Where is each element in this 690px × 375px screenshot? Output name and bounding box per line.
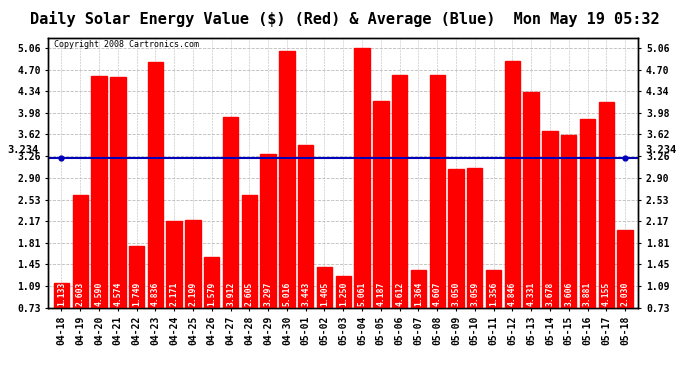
Text: 2.030: 2.030 xyxy=(620,282,629,306)
Bar xyxy=(618,230,633,351)
Text: 2.605: 2.605 xyxy=(245,282,254,306)
Bar xyxy=(467,168,482,351)
Bar xyxy=(542,131,558,351)
Text: 2.171: 2.171 xyxy=(170,282,179,306)
Bar xyxy=(373,100,388,351)
Text: 4.607: 4.607 xyxy=(433,282,442,306)
Text: 3.881: 3.881 xyxy=(583,282,592,306)
Bar xyxy=(429,75,445,351)
Text: 4.155: 4.155 xyxy=(602,282,611,306)
Text: 4.331: 4.331 xyxy=(526,282,535,306)
Text: 2.199: 2.199 xyxy=(188,282,197,306)
Text: 1.405: 1.405 xyxy=(320,282,329,306)
Bar xyxy=(335,276,351,351)
Text: 3.912: 3.912 xyxy=(226,282,235,306)
Text: 1.356: 1.356 xyxy=(489,282,498,306)
Text: 4.612: 4.612 xyxy=(395,282,404,306)
Bar xyxy=(504,61,520,351)
Bar xyxy=(241,195,257,351)
Text: 1.579: 1.579 xyxy=(207,282,216,306)
Text: 4.846: 4.846 xyxy=(508,282,517,306)
Text: 3.297: 3.297 xyxy=(264,282,273,306)
Text: 4.590: 4.590 xyxy=(95,282,103,306)
Text: 5.016: 5.016 xyxy=(282,282,291,306)
Bar xyxy=(524,92,539,351)
Text: 5.061: 5.061 xyxy=(357,282,366,306)
Text: 3.443: 3.443 xyxy=(302,282,310,306)
Bar xyxy=(54,284,69,351)
Bar xyxy=(580,119,595,351)
Bar xyxy=(448,169,464,351)
Bar xyxy=(392,75,407,351)
Bar xyxy=(279,51,295,351)
Text: 1.250: 1.250 xyxy=(339,282,348,306)
Bar xyxy=(204,256,219,351)
Text: 1.364: 1.364 xyxy=(414,282,423,306)
Bar xyxy=(561,135,576,351)
Bar xyxy=(223,117,238,351)
Bar xyxy=(166,221,182,351)
Text: 3.059: 3.059 xyxy=(471,282,480,306)
Text: Daily Solar Energy Value ($) (Red) & Average (Blue)  Mon May 19 05:32: Daily Solar Energy Value ($) (Red) & Ave… xyxy=(30,11,660,27)
Text: 3.050: 3.050 xyxy=(451,282,460,306)
Text: 3.234: 3.234 xyxy=(8,145,39,154)
Text: 1.133: 1.133 xyxy=(57,282,66,306)
Text: 4.836: 4.836 xyxy=(151,282,160,306)
Text: 3.678: 3.678 xyxy=(546,282,555,306)
Text: 3.606: 3.606 xyxy=(564,282,573,306)
Text: 1.749: 1.749 xyxy=(132,282,141,306)
Bar xyxy=(486,270,501,351)
Text: 4.574: 4.574 xyxy=(113,282,122,306)
Bar xyxy=(260,154,276,351)
Text: Copyright 2008 Cartronics.com: Copyright 2008 Cartronics.com xyxy=(55,40,199,49)
Text: 3.234: 3.234 xyxy=(646,145,677,154)
Bar xyxy=(317,267,332,351)
Bar xyxy=(72,195,88,351)
Bar xyxy=(599,102,614,351)
Bar xyxy=(110,77,126,351)
Text: 4.187: 4.187 xyxy=(376,282,385,306)
Bar xyxy=(411,270,426,351)
Bar xyxy=(148,62,163,351)
Bar xyxy=(186,219,201,351)
Bar xyxy=(355,48,370,351)
Bar xyxy=(91,76,107,351)
Bar xyxy=(298,145,313,351)
Text: 2.603: 2.603 xyxy=(76,282,85,306)
Bar xyxy=(129,246,144,351)
